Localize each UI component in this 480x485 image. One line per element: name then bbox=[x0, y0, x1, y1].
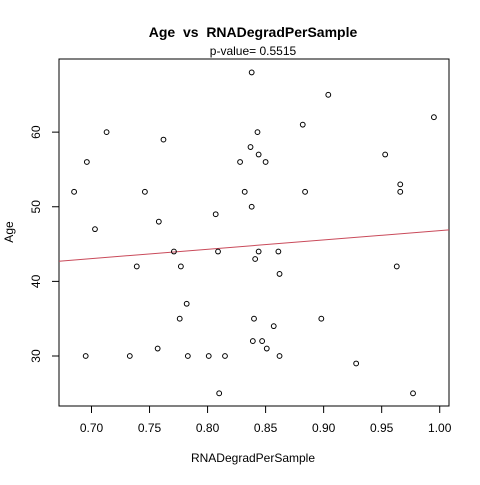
x-axis-label: RNADegradPerSample bbox=[191, 451, 315, 465]
data-points bbox=[72, 70, 437, 396]
plot-frame bbox=[59, 59, 449, 406]
data-point bbox=[249, 204, 254, 209]
data-point bbox=[253, 257, 258, 262]
data-point bbox=[217, 391, 222, 396]
x-tick-label: 1.00 bbox=[428, 421, 452, 435]
data-point bbox=[184, 301, 189, 306]
data-point bbox=[242, 189, 247, 194]
data-point bbox=[271, 324, 276, 329]
data-point bbox=[394, 264, 399, 269]
data-point bbox=[276, 249, 281, 254]
data-point bbox=[177, 316, 182, 321]
data-point bbox=[263, 160, 268, 165]
data-point bbox=[156, 219, 161, 224]
data-point bbox=[127, 354, 132, 359]
data-point bbox=[398, 182, 403, 187]
data-point bbox=[264, 346, 269, 351]
data-point bbox=[319, 316, 324, 321]
data-point bbox=[161, 137, 166, 142]
data-point bbox=[300, 122, 305, 127]
x-tick-label: 0.80 bbox=[196, 421, 220, 435]
data-point bbox=[72, 189, 77, 194]
data-point bbox=[238, 160, 243, 165]
data-point bbox=[248, 145, 253, 150]
data-point bbox=[93, 227, 98, 232]
y-tick-label: 40 bbox=[29, 274, 43, 288]
y-tick-label: 50 bbox=[29, 200, 43, 214]
y-axis-label: Age bbox=[2, 221, 16, 243]
data-point bbox=[134, 264, 139, 269]
data-point bbox=[411, 391, 416, 396]
x-axis: 0.70 0.75 0.80 0.85 0.90 0.95 1.00 bbox=[80, 406, 452, 435]
chart-title: Age vs RNADegradPerSample bbox=[149, 24, 358, 40]
x-tick-label: 0.95 bbox=[370, 421, 394, 435]
data-point bbox=[223, 354, 228, 359]
data-point bbox=[83, 354, 88, 359]
x-tick-label: 0.85 bbox=[254, 421, 278, 435]
data-point bbox=[213, 212, 218, 217]
y-axis: 30 40 50 60 bbox=[29, 125, 59, 363]
data-point bbox=[250, 339, 255, 344]
data-point bbox=[155, 346, 160, 351]
data-point bbox=[256, 249, 261, 254]
data-point bbox=[249, 70, 254, 75]
data-point bbox=[185, 354, 190, 359]
data-point bbox=[303, 189, 308, 194]
data-point bbox=[104, 130, 109, 135]
data-point bbox=[252, 316, 257, 321]
data-point bbox=[178, 264, 183, 269]
data-point bbox=[432, 115, 437, 120]
x-tick-label: 0.70 bbox=[80, 421, 104, 435]
data-point bbox=[142, 189, 147, 194]
y-tick-label: 30 bbox=[29, 349, 43, 363]
data-point bbox=[256, 152, 261, 157]
data-point bbox=[277, 272, 282, 277]
data-point bbox=[277, 354, 282, 359]
data-point bbox=[84, 160, 89, 165]
data-point bbox=[354, 361, 359, 366]
x-tick-label: 0.75 bbox=[138, 421, 162, 435]
chart-subtitle: p-value= 0.5515 bbox=[210, 44, 297, 58]
data-point bbox=[255, 130, 260, 135]
data-point bbox=[260, 339, 265, 344]
data-point bbox=[326, 92, 331, 97]
data-point bbox=[216, 249, 221, 254]
y-tick-label: 60 bbox=[29, 125, 43, 139]
data-point bbox=[206, 354, 211, 359]
data-point bbox=[398, 189, 403, 194]
data-point bbox=[383, 152, 388, 157]
x-tick-label: 0.90 bbox=[312, 421, 336, 435]
